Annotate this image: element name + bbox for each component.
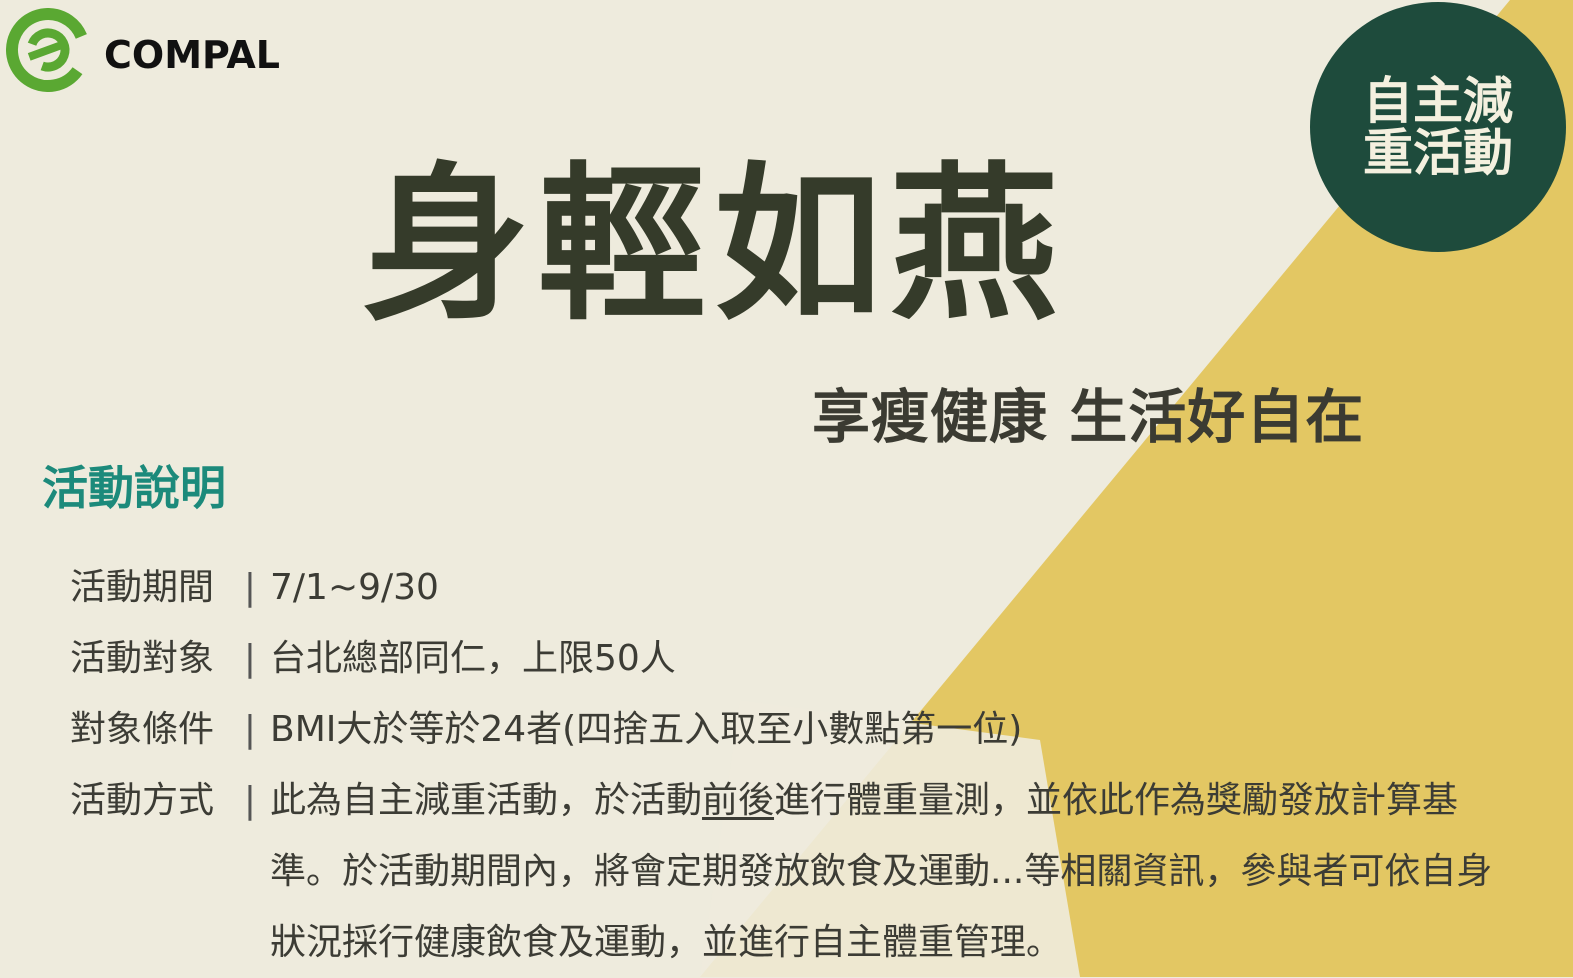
logo-text: COMPAL [104,33,280,77]
detail-separator: | [243,567,257,608]
detail-label: 活動方式 [70,780,215,821]
detail-label: 活動期間 [70,567,215,608]
method-text-underlined: 前後 [702,780,775,821]
detail-row-method: 活動方式 | 此為自主減重活動，於活動前後進行體重量測，並依此作為獎勵發放計算基… [70,765,1520,978]
activity-details: 活動期間 | 7/1~9/30 活動對象 | 台北總部同仁，上限50人 對象條件… [70,552,1520,978]
detail-value: 台北總部同仁，上限50人 [270,638,676,679]
company-logo: COMPAL [6,8,280,92]
detail-value-multiline: 此為自主減重活動，於活動前後進行體重量測，並依此作為獎勵發放計算基準。於活動期間… [270,765,1520,978]
detail-row-period: 活動期間 | 7/1~9/30 [70,552,1520,623]
detail-value: 7/1~9/30 [270,567,439,608]
detail-row-target: 活動對象 | 台北總部同仁，上限50人 [70,623,1520,694]
section-heading: 活動說明 [42,461,226,515]
method-text-before: 此為自主減重活動，於活動 [270,780,703,821]
detail-label: 活動對象 [70,638,215,679]
detail-separator: | [243,709,257,750]
method-text-after: 進行體重量測，並依此作為獎勵發放計算基準。於活動期間內，將會定期發放飲食及運動.… [270,780,1493,963]
detail-separator: | [243,638,257,679]
detail-separator: | [243,780,257,821]
page-subtitle: 享瘦健康 生活好自在 [812,383,1365,451]
detail-row-conditions: 對象條件 | BMI大於等於24者(四捨五入取至小數點第一位) [70,694,1520,765]
self-managed-badge: 自主減重活動 [1310,2,1566,252]
light-overlay-shape [700,700,1080,977]
page-title: 身輕如燕 [362,147,1066,343]
detail-label: 對象條件 [70,709,215,750]
badge-text: 自主減重活動 [1363,72,1513,182]
detail-value: BMI大於等於24者(四捨五入取至小數點第一位) [270,709,1023,750]
compal-e-logo-icon [6,8,90,92]
